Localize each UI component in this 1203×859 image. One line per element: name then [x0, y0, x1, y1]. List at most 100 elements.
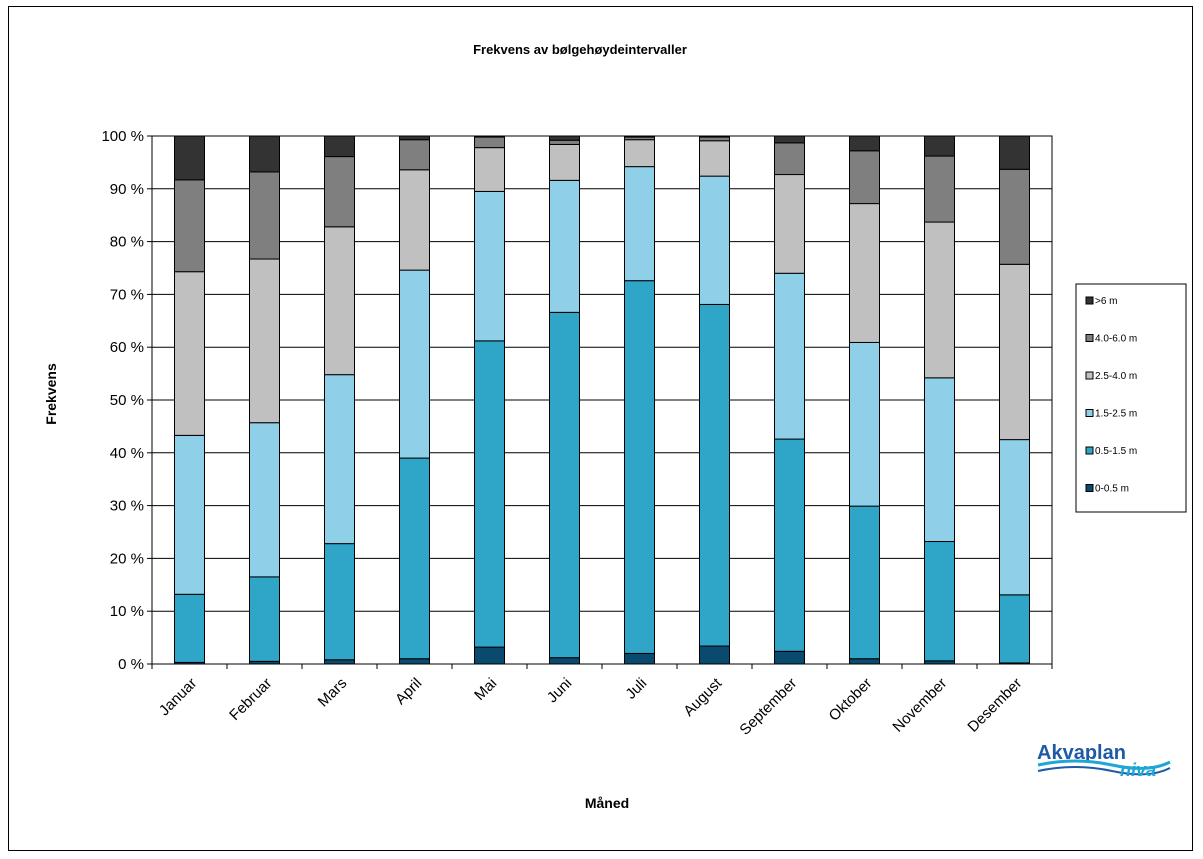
bar-segment: [474, 190, 505, 342]
x-axis-title: Måned: [585, 795, 629, 811]
bar-segment: [324, 374, 355, 545]
bar-segment: [174, 593, 205, 663]
y-tick-label: 40 %: [110, 445, 144, 462]
bar-segment: [474, 340, 505, 648]
bar-segment: [774, 135, 805, 144]
y-tick-label: 70 %: [110, 286, 144, 303]
legend-label: 4.0-6.0 m: [1095, 334, 1137, 345]
bar-segment: [624, 166, 655, 282]
legend-swatch: [1085, 484, 1094, 492]
bar-segment: [999, 263, 1030, 441]
bar-segment: [699, 136, 730, 142]
bar-segment: [924, 155, 955, 223]
legend-swatch: [1085, 446, 1094, 455]
logo-sub-text: niva: [1120, 760, 1156, 780]
bar-segment: [549, 135, 580, 141]
y-axis-title: Frekvens: [43, 363, 59, 425]
bar-segment: [924, 221, 955, 379]
bar-segment: [549, 311, 580, 659]
bar-segment: [174, 179, 205, 273]
bar-segment: [174, 135, 205, 181]
legend-label: 0.5-1.5 m: [1095, 446, 1137, 457]
bar-segment: [849, 341, 880, 507]
y-tick-label: 60 %: [110, 339, 144, 356]
bar-segment: [849, 505, 880, 660]
legend-box: [1075, 283, 1187, 513]
bar-segment: [774, 438, 805, 652]
bar-segment: [324, 659, 355, 665]
bar-segment: [999, 594, 1030, 664]
y-tick-label: 100 %: [101, 128, 144, 145]
x-tick-label: Oktober: [826, 675, 876, 725]
legend-swatch: [1085, 371, 1094, 380]
bar-segment: [324, 226, 355, 376]
akvaplan-niva-logo: Akvaplan niva: [1037, 742, 1171, 780]
y-tick-labels: 0 % 10 % 20 % 30 % 40 % 50 % 60 % 70 % 80 % 90 % 1…: [101, 128, 144, 673]
bar-segment: [324, 156, 355, 228]
bar-segment: [249, 135, 280, 173]
bar-segment: [699, 645, 730, 665]
y-tick-label: 0 %: [118, 656, 144, 673]
bar-segment: [399, 658, 430, 665]
bars: [174, 135, 1030, 665]
bar-segment: [924, 377, 955, 543]
x-tick-label: November: [889, 675, 950, 736]
gridlines: [147, 135, 1052, 665]
bar-segment: [699, 175, 730, 305]
y-tick-label: 10 %: [110, 603, 144, 620]
bar-segment: [324, 135, 355, 158]
bar-segment: [624, 280, 655, 654]
bar-segment: [849, 203, 880, 343]
bar-segment: [774, 174, 805, 274]
logo-wave-icon-2: [1037, 766, 1171, 776]
bar-segment: [549, 139, 580, 145]
bar-segment: [849, 150, 880, 205]
bar-segment: [174, 434, 205, 595]
bar-segment: [549, 179, 580, 313]
x-tick-label: Januar: [156, 675, 200, 719]
bar-segment: [699, 303, 730, 647]
bar-segment: [174, 271, 205, 436]
legend-label: 2.5-4.0 m: [1095, 371, 1137, 382]
bar-segment: [849, 135, 880, 152]
bar-segment: [774, 272, 805, 440]
bar-segment: [324, 543, 355, 661]
logo-main-text: Akvaplan: [1037, 742, 1126, 764]
bar-segment: [249, 576, 280, 662]
bar-segment: [999, 135, 1030, 170]
x-tick-label: Juni: [544, 675, 575, 706]
bar-segment: [624, 652, 655, 665]
bar-segment: [924, 541, 955, 662]
bar-segment: [699, 140, 730, 177]
legend-label: 0-0.5 m: [1095, 484, 1129, 495]
bar-segment: [474, 136, 505, 149]
legend-swatch: [1085, 409, 1094, 417]
bar-segment: [549, 657, 580, 665]
legend-swatch: [1085, 296, 1094, 305]
x-tick-label: Desember: [964, 675, 1025, 736]
bar-segment: [399, 169, 430, 271]
legend-swatch: [1085, 334, 1094, 342]
bar-segment: [399, 135, 430, 141]
logo-wave-icon: [1037, 759, 1171, 770]
y-tick-label: 30 %: [110, 498, 144, 515]
legend-label: >6 m: [1095, 296, 1118, 307]
x-tick-label: Mai: [471, 675, 500, 704]
bar-segment: [774, 142, 805, 176]
axes: [151, 135, 1053, 669]
y-tick-label: 20 %: [110, 550, 144, 567]
bar-segment: [474, 646, 505, 665]
bar-segment: [624, 139, 655, 168]
bar-segment: [999, 439, 1030, 596]
bar-segment: [399, 457, 430, 660]
bar-segment: [849, 658, 880, 665]
x-tick-label: August: [680, 674, 726, 720]
bar-segment: [474, 147, 505, 192]
bar-segment: [249, 258, 280, 424]
bar-segment: [399, 269, 430, 459]
y-tick-label: 90 %: [110, 181, 144, 198]
bar-segment: [924, 135, 955, 157]
bar-segment: [999, 168, 1030, 265]
bar-segment: [774, 650, 805, 665]
